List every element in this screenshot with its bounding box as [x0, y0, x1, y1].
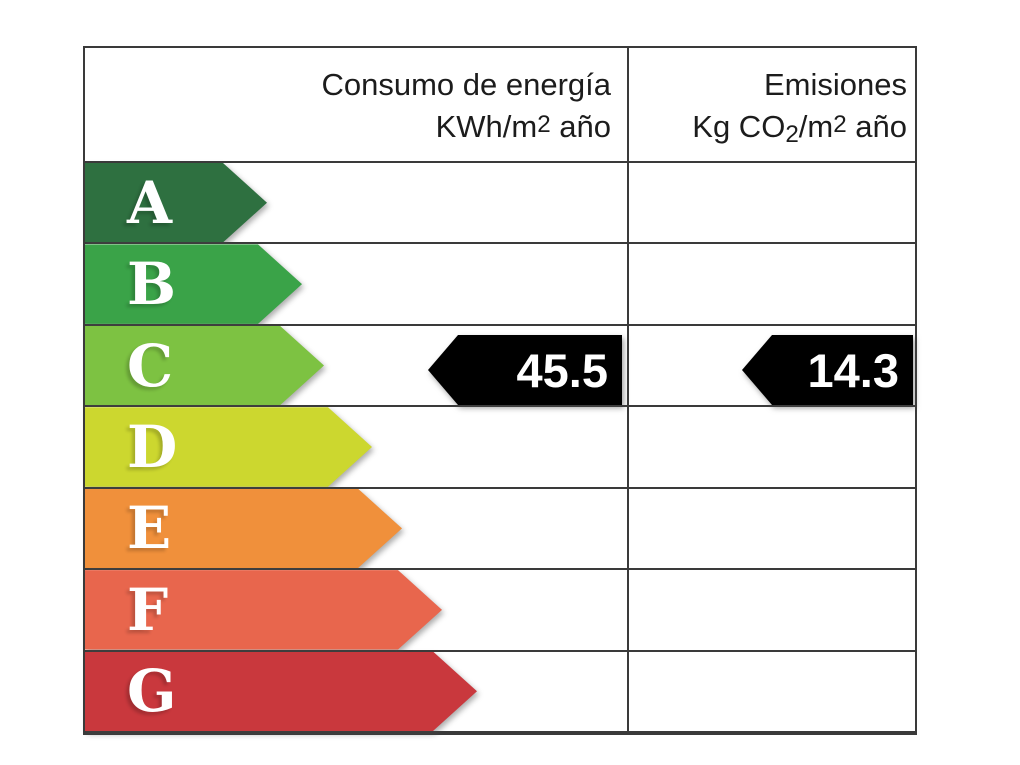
rating-letter-g: G	[127, 657, 177, 726]
rating-letter-f: F	[127, 575, 169, 644]
rating-row-a: A	[85, 163, 915, 245]
rating-row-d: D	[85, 407, 915, 489]
emissions-value: 14.3	[807, 343, 899, 397]
consumption-value-arrow: 45.5	[428, 335, 622, 405]
rating-letter-a: A	[127, 168, 173, 237]
emissions-units: Kg CO2/m2 año	[692, 109, 907, 149]
rating-arrow-f: F	[85, 570, 442, 649]
column-divider	[627, 48, 629, 733]
rating-row-g: G	[85, 651, 915, 733]
energy-rating-table: Consumo de energía KWh/m2 año Emisiones …	[83, 46, 917, 735]
consumption-title: Consumo de energía	[321, 67, 611, 102]
emissions-value-arrow: 14.3	[742, 335, 913, 405]
superscript-2: 2	[537, 110, 551, 138]
rating-arrow-d: D	[85, 407, 372, 486]
rating-row-f: F	[85, 570, 915, 652]
subscript-2: 2	[785, 121, 799, 149]
rating-letter-c: C	[127, 331, 174, 400]
consumption-units: KWh/m2 año	[435, 109, 611, 144]
emissions-header-cell: Emisiones Kg CO2/m2 año	[627, 48, 915, 161]
consumption-value: 45.5	[516, 343, 608, 397]
rating-letter-b: B	[127, 250, 177, 319]
table-header: Consumo de energía KWh/m2 año Emisiones …	[85, 48, 915, 163]
rating-letter-e: E	[127, 494, 172, 563]
rating-arrow-b: B	[85, 244, 302, 323]
rating-arrow-g: G	[85, 652, 477, 731]
emissions-title: Emisiones	[764, 67, 907, 102]
rating-arrow-c: C	[85, 326, 324, 405]
rating-row-e: E	[85, 488, 915, 571]
consumption-header-cell: Consumo de energía KWh/m2 año	[85, 48, 627, 161]
rating-letter-d: D	[127, 412, 178, 481]
superscript-2: 2	[833, 110, 847, 138]
rating-row-b: B	[85, 244, 915, 326]
rating-arrow-a: A	[85, 163, 267, 242]
rating-arrow-e: E	[85, 489, 402, 568]
